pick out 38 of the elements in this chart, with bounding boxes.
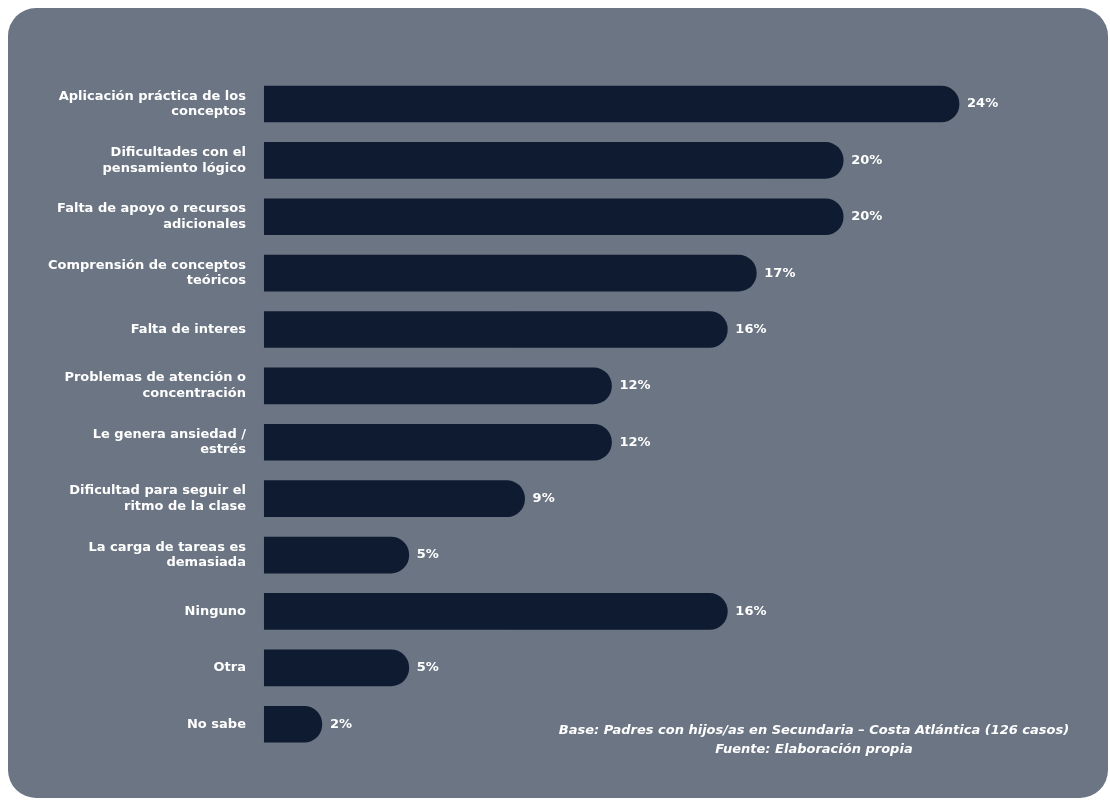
y-tick-label: Dificultad para seguir el ritmo de la clase <box>69 482 247 513</box>
bar <box>263 593 728 630</box>
data-label: 17% <box>764 264 796 280</box>
data-label: 24% <box>967 95 999 111</box>
bar <box>263 311 728 348</box>
y-tick-label: Otra <box>213 659 246 675</box>
bar <box>263 85 960 123</box>
data-label: 5% <box>416 546 439 562</box>
bar <box>263 254 757 292</box>
data-label: 20% <box>851 151 883 167</box>
data-label: 12% <box>619 377 651 393</box>
bar <box>263 142 844 179</box>
bar <box>263 480 525 518</box>
data-label: 9% <box>532 490 555 506</box>
y-tick-label: Ninguno <box>184 602 247 618</box>
data-label: 5% <box>416 659 439 675</box>
bar <box>263 367 612 405</box>
y-tick-label: Falta de interes <box>130 320 247 336</box>
y-tick-label: No sabe <box>186 715 247 731</box>
bar <box>263 536 410 574</box>
y-tick-label: Problemas de atención o concentración <box>64 369 247 401</box>
y-tick-label: Le genera ansiedad / estrés <box>92 425 247 457</box>
y-tick-label: Falta de apoyo o recursos adicionales <box>57 200 247 231</box>
annotation: Base: Padres con hijos/as en Secundaria – Costa Atlántica (126 casos) <box>557 721 1071 739</box>
bar <box>263 649 410 687</box>
y-tick-label: Dificultades con el pensamiento lógico <box>102 143 247 175</box>
y-tick-label: Aplicación práctica de los conceptos <box>58 87 247 119</box>
data-label: 20% <box>851 208 883 224</box>
bar <box>263 705 323 743</box>
annotation: Fuente: Elaboración propia <box>714 740 914 758</box>
y-tick-label: La carga de tareas es demasiada <box>88 538 247 570</box>
bar <box>263 198 844 236</box>
data-label: 16% <box>735 320 767 336</box>
data-label: 16% <box>735 602 767 618</box>
bar <box>263 423 612 461</box>
data-label: 2% <box>329 715 352 731</box>
data-label: 12% <box>619 433 651 449</box>
y-tick-label: Comprensión de conceptos teóricos <box>48 256 247 288</box>
